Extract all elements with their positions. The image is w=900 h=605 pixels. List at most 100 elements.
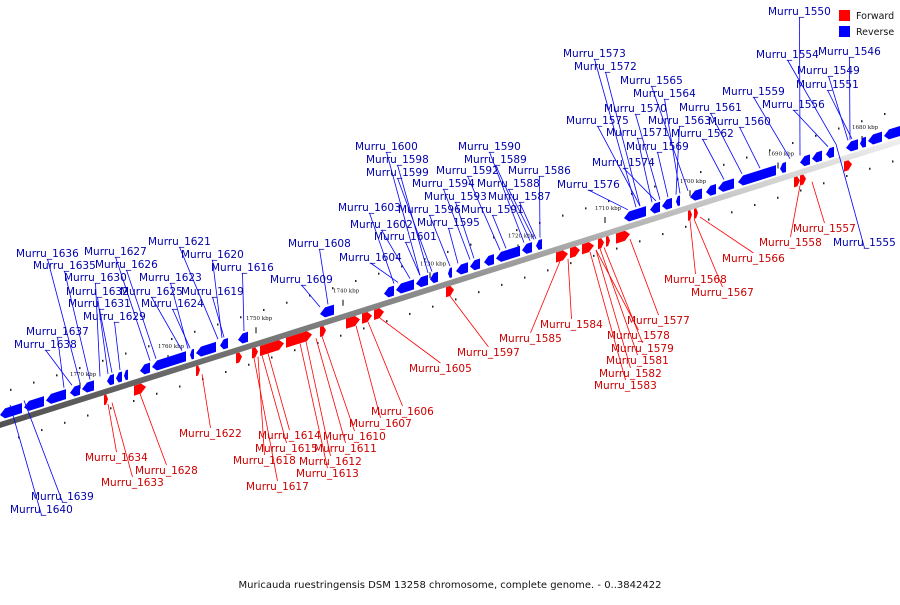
reverse-gene-arrow: [46, 389, 66, 404]
forward-gene-arrow: [320, 325, 326, 338]
minor-dot: [846, 175, 848, 178]
label-connector: [448, 227, 459, 264]
forward-gene-label: Murru_1611: [314, 443, 377, 455]
tick-label: 1760 kbp: [158, 344, 185, 350]
label-connector: [201, 374, 211, 429]
label-connector: [381, 229, 411, 279]
label-connector: [369, 212, 395, 284]
minor-dot: [317, 341, 319, 344]
reverse-gene-label: Murru_1603: [338, 202, 401, 214]
label-connector: [397, 177, 433, 272]
reverse-gene-arrow: [384, 285, 394, 298]
reverse-gene-label: Murru_1589: [464, 154, 527, 166]
label-connector: [689, 220, 696, 275]
forward-gene-arrow: [616, 230, 630, 244]
tick-label: 1690 kbp: [768, 151, 795, 157]
reverse-gene-arrow: [116, 371, 122, 383]
reverse-gene-arrow: [416, 274, 428, 288]
minor-dot: [731, 211, 733, 214]
label-connector: [139, 393, 167, 466]
minor-dot: [769, 149, 771, 152]
reverse-gene-arrow: [536, 238, 542, 250]
reverse-gene-label: Murru_1588: [477, 178, 540, 190]
forward-gene-arrow: [236, 352, 242, 364]
forward-gene-label: Murru_1618: [233, 455, 296, 467]
minor-dot: [746, 156, 748, 159]
forward-gene-label: Murru_1579: [611, 343, 674, 355]
minor-dot: [478, 291, 480, 294]
minor-dot: [125, 352, 127, 355]
label-connector: [315, 338, 346, 444]
reverse-gene-arrow: [676, 195, 680, 207]
label-connector: [151, 296, 183, 351]
minor-dot: [631, 192, 633, 195]
reverse-gene-label: Murru_1619: [181, 286, 244, 298]
minor-dot: [470, 243, 472, 246]
minor-dot: [792, 142, 794, 145]
minor-dot: [110, 407, 112, 410]
forward-gene-arrow: [374, 308, 384, 320]
minor-dot: [493, 236, 495, 239]
label-connector: [793, 109, 829, 147]
reverse-gene-label: Murru_1616: [211, 262, 274, 274]
minor-dot: [41, 429, 43, 432]
minor-dot: [33, 381, 35, 384]
label-connector: [595, 249, 631, 369]
reverse-gene-arrow: [812, 150, 822, 163]
minor-dot: [838, 127, 840, 130]
minor-dot: [363, 327, 365, 330]
forward-gene-label: Murru_1568: [664, 274, 727, 286]
minor-dot: [616, 247, 618, 250]
reverse-gene-label: Murru_1602: [350, 219, 413, 231]
reverse-gene-arrow: [456, 262, 468, 275]
forward-gene-label: Murru_1557: [793, 223, 856, 235]
reverse-gene-label: Murru_1571: [606, 127, 669, 139]
minor-dot: [217, 323, 219, 326]
label-connector: [114, 321, 121, 371]
reverse-gene-arrow: [220, 338, 228, 350]
forward-gene-arrow: [794, 176, 800, 188]
minor-dot: [562, 214, 564, 217]
reverse-gene-arrow: [140, 362, 150, 375]
minor-dot: [179, 385, 181, 388]
reverse-gene-label: Murru_1559: [722, 86, 785, 98]
label-connector: [45, 349, 73, 386]
reverse-gene-label: Murru_1586: [508, 165, 571, 177]
reverse-gene-label: Murru_1573: [563, 48, 626, 60]
forward-gene-label: Murru_1633: [101, 477, 164, 489]
forward-gene-arrow: [694, 208, 698, 219]
label-connector: [530, 261, 561, 334]
legend-forward-swatch: [839, 10, 850, 21]
label-connector: [97, 296, 109, 374]
reverse-gene-label: Murru_1562: [671, 128, 734, 140]
tick-label: 1680 kbp: [852, 125, 879, 131]
label-connector: [57, 336, 65, 388]
minor-dot: [777, 196, 779, 199]
forward-gene-arrow: [800, 174, 806, 186]
forward-gene-label: Murru_1617: [246, 481, 309, 493]
label-connector: [111, 402, 133, 478]
label-connector: [301, 284, 321, 308]
forward-gene-label: Murru_1582: [599, 368, 662, 380]
forward-gene-label: Murru_1558: [759, 237, 822, 249]
reverse-gene-label: Murru_1623: [139, 272, 202, 284]
reverse-gene-label: Murru_1595: [417, 217, 480, 229]
gene-features: [0, 125, 900, 419]
reverse-gene-label: Murru_1570: [604, 103, 667, 115]
label-connector: [429, 214, 451, 267]
label-connector: [449, 295, 489, 348]
genome-caption: Muricauda ruestringensis DSM 13258 chrom…: [239, 580, 662, 591]
minor-dot: [225, 370, 227, 373]
reverse-gene-label: Murru_1575: [566, 115, 629, 127]
label-connector: [567, 258, 572, 320]
minor-dot: [355, 279, 357, 282]
label-connector: [242, 272, 245, 332]
label-connector: [321, 336, 355, 432]
minor-dot: [815, 134, 817, 137]
reverse-gene-arrow: [190, 348, 194, 360]
minor-dot: [424, 258, 426, 261]
minor-dot: [286, 301, 288, 304]
minor-dot: [148, 345, 150, 348]
forward-gene-label: Murru_1605: [409, 363, 472, 375]
reverse-gene-label: Murru_1556: [762, 99, 825, 111]
